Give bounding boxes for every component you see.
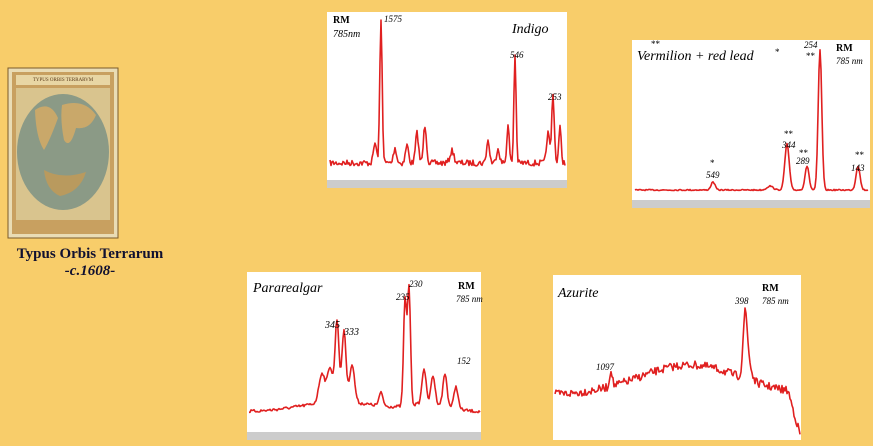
- spectrum-title: Pararealgar: [252, 281, 323, 296]
- method: RM: [333, 15, 350, 26]
- title-marker: **: [651, 39, 661, 49]
- title-marker: *: [775, 47, 780, 57]
- peak-label: 344: [781, 140, 796, 150]
- method: RM: [458, 281, 475, 292]
- spectrum-title: Vermilion + red lead: [637, 49, 755, 64]
- page: TYPUS ORBIS TERRARVM Typus Orbis Terraru…: [0, 0, 873, 446]
- peak-label: 546: [510, 50, 524, 60]
- map-banner: TYPUS ORBIS TERRARVM: [33, 78, 94, 83]
- peak-label: 549: [706, 170, 720, 180]
- wavelength: 785 nm: [456, 294, 483, 304]
- peak-marker: **: [806, 51, 816, 61]
- peak-label: 398: [734, 296, 749, 306]
- spectrum-panel: ** Vermilion + red lead * 254 ** RM 785 …: [632, 39, 870, 208]
- wavelength: 785nm: [333, 29, 360, 40]
- peak-label: 235: [396, 292, 410, 302]
- wavelength: 785 nm: [836, 56, 863, 66]
- method: RM: [836, 43, 853, 54]
- peak-label: 1575: [384, 14, 403, 24]
- peak-label: 152: [457, 356, 471, 366]
- map-image: TYPUS ORBIS TERRARVM: [8, 68, 118, 238]
- map-caption: Typus Orbis Terrarum: [17, 246, 164, 262]
- peak-label: 333: [343, 327, 359, 338]
- spectrum-title: Azurite: [557, 286, 598, 301]
- spectrum-title: Indigo: [511, 22, 549, 37]
- map-date: -c.1608-: [65, 263, 115, 279]
- peak-label: 1097: [596, 362, 615, 372]
- peak-label: 230: [409, 279, 423, 289]
- peak-label: 345: [324, 320, 340, 331]
- wavelength: 785 nm: [762, 296, 789, 306]
- slide: TYPUS ORBIS TERRARVM Typus Orbis Terraru…: [0, 0, 873, 446]
- peak-label: 143: [851, 163, 865, 173]
- spectrum-panel: Azurite RM 785 nm 398 1097: [553, 275, 801, 440]
- spectrum-panel: Pararealgar 230 235 RM 785 nm 345 333 15…: [247, 272, 483, 440]
- spectrum-panel: RM 785nm 1575 Indigo 546 253: [327, 12, 567, 188]
- peak-label: 289: [796, 156, 810, 166]
- method: RM: [762, 283, 779, 294]
- peak-label: 254: [804, 40, 818, 50]
- peak-marker: **: [855, 150, 865, 160]
- peak-marker: **: [784, 129, 794, 139]
- peak-label: 253: [548, 92, 562, 102]
- peak-marker: *: [710, 158, 715, 168]
